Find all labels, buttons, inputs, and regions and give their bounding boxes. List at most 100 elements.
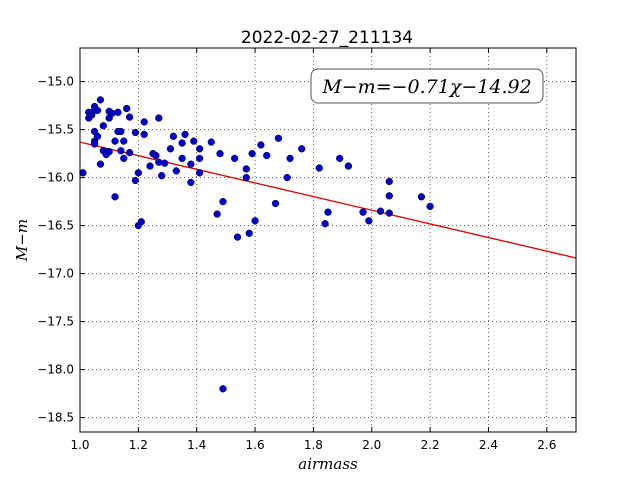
x-tick-label: 2.0 bbox=[362, 438, 381, 452]
data-point bbox=[117, 127, 125, 136]
y-tick-label: −17.0 bbox=[37, 267, 74, 281]
data-point bbox=[216, 149, 224, 158]
data-point bbox=[169, 132, 178, 140]
data-point bbox=[93, 106, 102, 115]
data-point bbox=[385, 177, 393, 186]
data-point bbox=[105, 148, 113, 156]
tick-labels: 1.0 1.2 1.4 1.6 1.8 2.0 2.2 2.4 2.6 −15.0 −15.5 −16… bbox=[37, 75, 556, 452]
fit-equation: M−m=−0.71χ−14.92 bbox=[321, 76, 531, 98]
data-point bbox=[146, 162, 154, 170]
data-point bbox=[376, 207, 385, 215]
data-point bbox=[181, 130, 189, 139]
x-axis-label: airmass bbox=[298, 455, 358, 473]
data-point bbox=[298, 145, 306, 153]
data-point bbox=[114, 108, 122, 116]
data-point bbox=[187, 178, 195, 187]
data-point bbox=[257, 141, 265, 149]
data-point bbox=[172, 167, 180, 175]
data-point bbox=[195, 145, 204, 153]
data-point bbox=[417, 193, 426, 201]
x-tick-label: 1.6 bbox=[246, 438, 265, 452]
data-point bbox=[117, 147, 125, 155]
data-point bbox=[134, 169, 143, 177]
data-point bbox=[263, 151, 271, 160]
data-point bbox=[286, 154, 294, 163]
data-point bbox=[248, 149, 256, 158]
data-point bbox=[155, 114, 163, 122]
data-point bbox=[321, 220, 329, 228]
data-point bbox=[160, 159, 169, 167]
data-point bbox=[120, 137, 128, 145]
x-tick-label: 1.0 bbox=[70, 438, 89, 452]
y-tick-label: −18.5 bbox=[37, 411, 74, 425]
data-point bbox=[219, 197, 227, 206]
y-tick-label: −16.5 bbox=[37, 219, 74, 233]
y-tick-label: −18.0 bbox=[37, 363, 74, 377]
data-point bbox=[111, 193, 119, 201]
fit-equation-box: M−m=−0.71χ−14.92 bbox=[310, 68, 544, 104]
data-point bbox=[242, 165, 250, 173]
data-point bbox=[213, 210, 221, 218]
y-tick-label: −16.0 bbox=[37, 171, 74, 185]
data-point bbox=[242, 173, 250, 182]
data-point bbox=[131, 176, 140, 185]
data-points bbox=[79, 96, 434, 393]
x-tick-label: 2.4 bbox=[479, 438, 498, 452]
y-tick-label: −15.0 bbox=[37, 75, 74, 89]
data-point bbox=[195, 154, 204, 163]
data-point bbox=[336, 154, 344, 163]
x-tick-label: 2.2 bbox=[421, 438, 440, 452]
data-point bbox=[344, 162, 353, 170]
data-point bbox=[187, 160, 195, 168]
data-point bbox=[178, 139, 186, 147]
x-tick-label: 1.2 bbox=[129, 438, 148, 452]
data-point bbox=[125, 113, 134, 121]
data-point bbox=[131, 128, 140, 137]
x-tick-label: 1.4 bbox=[187, 438, 206, 452]
data-point bbox=[120, 154, 128, 163]
x-tick-label: 2.6 bbox=[537, 438, 556, 452]
data-point bbox=[385, 209, 393, 217]
data-point bbox=[359, 208, 367, 216]
data-point bbox=[79, 169, 87, 177]
data-point bbox=[158, 172, 166, 180]
data-point bbox=[178, 154, 186, 163]
data-point bbox=[166, 145, 175, 153]
axis-ticks bbox=[79, 48, 576, 432]
data-point bbox=[271, 199, 280, 208]
data-point bbox=[96, 96, 105, 104]
y-tick-label: −17.5 bbox=[37, 315, 74, 329]
x-tick-label: 1.8 bbox=[304, 438, 323, 452]
fit-equation-frame bbox=[310, 68, 544, 104]
data-point bbox=[140, 130, 148, 139]
data-point bbox=[152, 151, 160, 160]
y-tick-label: −15.5 bbox=[37, 123, 74, 137]
data-point bbox=[123, 104, 131, 113]
chart-title: 2022-02-27_211134 bbox=[241, 28, 413, 48]
data-point bbox=[190, 137, 198, 145]
data-point bbox=[274, 134, 283, 142]
data-point bbox=[96, 160, 105, 168]
y-axis-label: M−m bbox=[13, 219, 31, 262]
data-point bbox=[365, 217, 373, 225]
data-point bbox=[137, 218, 145, 226]
data-point bbox=[251, 217, 259, 225]
data-point bbox=[315, 164, 323, 172]
data-point bbox=[195, 169, 204, 177]
data-point bbox=[99, 122, 107, 130]
data-point bbox=[426, 202, 434, 211]
data-point bbox=[111, 137, 119, 145]
data-point bbox=[125, 148, 134, 157]
data-point bbox=[283, 173, 291, 182]
data-point bbox=[219, 385, 227, 393]
data-point bbox=[230, 154, 239, 163]
data-point bbox=[385, 192, 393, 200]
plot-frame bbox=[79, 47, 577, 433]
data-point bbox=[140, 118, 148, 126]
data-point bbox=[245, 229, 253, 237]
data-point bbox=[90, 140, 99, 148]
data-point bbox=[233, 233, 242, 241]
data-point bbox=[93, 132, 102, 140]
data-point bbox=[324, 208, 332, 216]
